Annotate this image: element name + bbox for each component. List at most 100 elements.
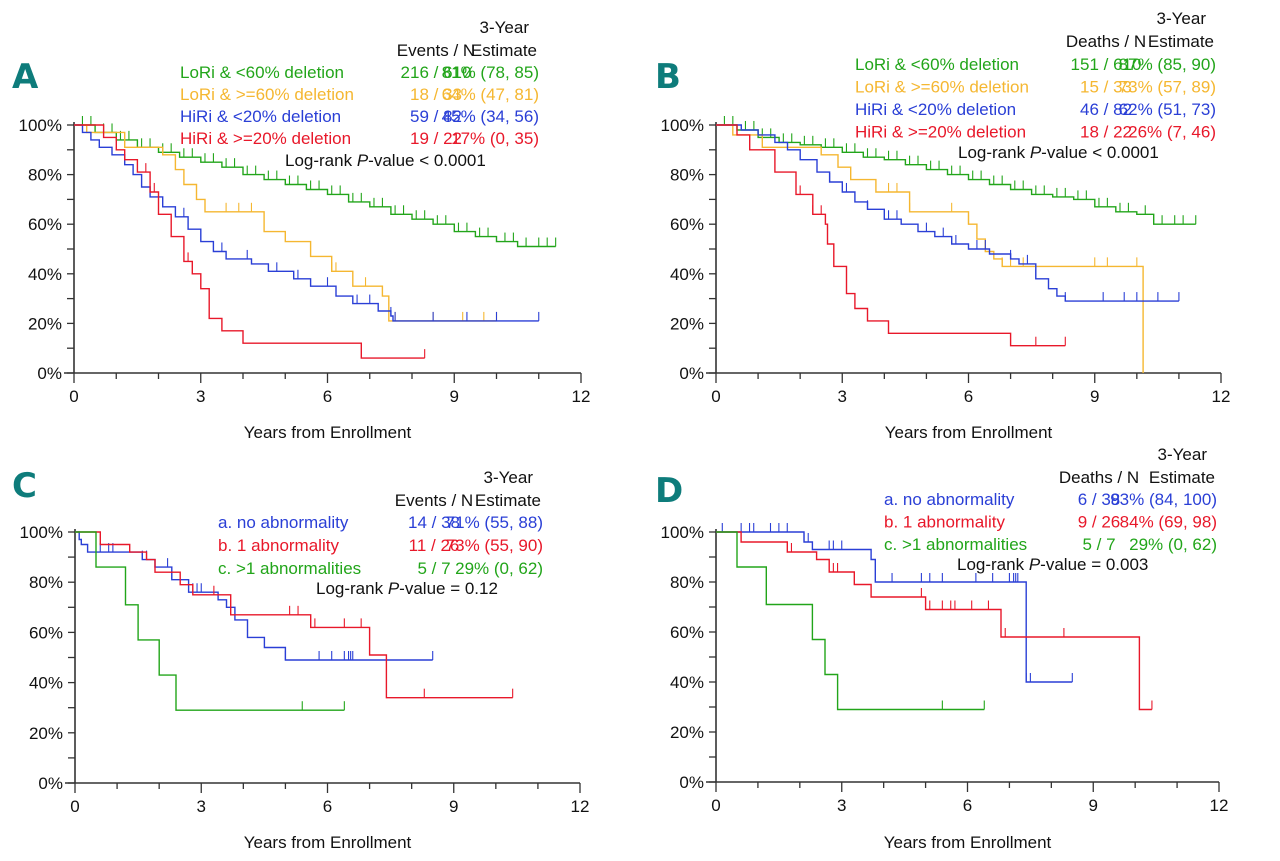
- legend-label: HiRi & <20% deletion: [180, 107, 341, 126]
- x-tick-label: 3: [838, 387, 847, 406]
- y-tick-label: 20%: [670, 314, 704, 333]
- legend-label: c. >1 abnormalities: [884, 535, 1027, 554]
- legend-count: 5 / 7: [417, 559, 450, 578]
- legend-count: 216 / 610: [401, 63, 472, 82]
- legend-estimate: 45% (34, 56): [442, 107, 539, 126]
- y-tick-label: 80%: [28, 166, 62, 185]
- legend-count: 14 / 38: [408, 513, 460, 532]
- panel-d: D 0% 20% 40% 60% 80% 100% 0 3 6 9 12 Years from Enro…: [655, 445, 1228, 852]
- legend-estimate: 84% (69, 98): [1120, 513, 1217, 532]
- legend-label: b. 1 abnormality: [218, 536, 339, 555]
- y-tick-label: 100%: [19, 116, 62, 135]
- legend-count: 46 / 82: [1080, 100, 1132, 119]
- x-tick-label: 9: [450, 387, 459, 406]
- panel-letter: C: [12, 466, 37, 506]
- legend-count: 5 / 7: [1082, 535, 1115, 554]
- x-tick-label: 3: [837, 796, 846, 815]
- x-tick-label: 12: [1210, 796, 1229, 815]
- y-tick-label: 60%: [670, 215, 704, 234]
- legend-estimate: 71% (55, 88): [446, 513, 543, 532]
- legend-count: 18 / 33: [410, 85, 462, 104]
- y-tick-label: 100%: [661, 116, 704, 135]
- x-axis-title: Years from Enrollment: [884, 833, 1052, 852]
- legend-estimate: 73% (55, 90): [446, 536, 543, 555]
- survival-curve-green: [716, 124, 1196, 225]
- estimate-header-line2: Estimate: [475, 491, 541, 510]
- survival-curve-red: [716, 531, 1152, 711]
- y-tick-label: 100%: [661, 523, 704, 542]
- legend-label: LoRi & >=60% deletion: [180, 85, 354, 104]
- y-tick-label: 80%: [670, 166, 704, 185]
- y-tick-label: 100%: [20, 523, 63, 542]
- y-tick-label: 20%: [29, 724, 63, 743]
- logrank-pvalue: Log-rank P-value = 0.003: [957, 555, 1148, 574]
- panel-letter: D: [655, 471, 683, 511]
- legend-estimate: 29% (0, 62): [455, 559, 543, 578]
- x-tick-label: 6: [323, 387, 332, 406]
- estimate-header-line2: Estimate: [471, 41, 537, 60]
- x-tick-label: 6: [323, 797, 332, 816]
- x-tick-label: 12: [572, 387, 591, 406]
- estimate-header-line1: 3-Year: [480, 18, 530, 37]
- survival-curve-blue: [74, 124, 539, 322]
- survival-curve-red: [75, 531, 513, 699]
- survival-curve-orange: [74, 124, 497, 322]
- logrank-pvalue: Log-rank P-value < 0.0001: [285, 151, 486, 170]
- y-tick-label: 20%: [28, 314, 62, 333]
- panel-letter: B: [655, 57, 681, 97]
- logrank-pvalue: Log-rank P-value < 0.0001: [958, 143, 1159, 162]
- estimate-header-line2: Estimate: [1148, 32, 1214, 51]
- legend-label: HiRi & <20% deletion: [855, 100, 1016, 119]
- x-tick-label: 12: [1212, 387, 1231, 406]
- count-header: Events / N: [395, 491, 473, 510]
- x-axis-title: Years from Enrollment: [244, 833, 412, 852]
- x-axis-title: Years from Enrollment: [244, 423, 412, 442]
- legend-estimate: 17% (0, 35): [451, 129, 539, 148]
- survival-curve-blue: [716, 124, 1179, 302]
- y-tick-label: 40%: [28, 265, 62, 284]
- legend-estimate: 29% (0, 62): [1129, 535, 1217, 554]
- y-tick-label: 40%: [29, 674, 63, 693]
- legend-count: 18 / 22: [1080, 123, 1132, 142]
- y-tick-label: 40%: [670, 673, 704, 692]
- x-tick-label: 0: [711, 387, 720, 406]
- y-tick-label: 40%: [670, 265, 704, 284]
- y-tick-label: 60%: [670, 623, 704, 642]
- legend-count: 11 / 26: [409, 536, 460, 555]
- estimate-header-line1: 3-Year: [1158, 445, 1208, 464]
- count-header: Events / N: [397, 41, 475, 60]
- estimate-header-line2: Estimate: [1149, 468, 1215, 487]
- x-tick-label: 9: [1089, 796, 1098, 815]
- y-tick-label: 60%: [28, 215, 62, 234]
- legend-label: a. no abnormality: [218, 513, 349, 532]
- x-tick-label: 9: [1090, 387, 1099, 406]
- y-tick-label: 60%: [29, 623, 63, 642]
- legend-label: c. >1 abnormalities: [218, 559, 361, 578]
- count-header: Deaths / N: [1059, 468, 1139, 487]
- panel-b: B 0% 20% 40% 60% 80% 100% 0 3 6 9 12 Years from Enro…: [655, 9, 1230, 442]
- x-tick-label: 9: [449, 797, 458, 816]
- y-tick-label: 80%: [29, 573, 63, 592]
- panel-letter: A: [12, 57, 39, 97]
- legend-label: LoRi & <60% deletion: [180, 63, 344, 82]
- x-tick-label: 12: [571, 797, 590, 816]
- survival-curve-orange: [716, 124, 1144, 373]
- count-header: Deaths / N: [1066, 32, 1146, 51]
- y-tick-label: 0%: [679, 364, 704, 383]
- y-tick-label: 0%: [679, 773, 704, 792]
- x-tick-label: 6: [963, 796, 972, 815]
- survival-curve-red: [716, 124, 1066, 347]
- survival-curve-green: [75, 531, 345, 711]
- legend-count: 151 / 610: [1071, 55, 1142, 74]
- legend-count: 59 / 82: [410, 107, 462, 126]
- legend-estimate: 73% (57, 89): [1119, 78, 1216, 97]
- logrank-pvalue: Log-rank P-value = 0.12: [316, 579, 498, 598]
- y-tick-label: 80%: [670, 573, 704, 592]
- x-tick-label: 3: [197, 797, 206, 816]
- legend-count: 6 / 38: [1078, 490, 1121, 509]
- legend-label: LoRi & >=60% deletion: [855, 78, 1029, 97]
- x-tick-label: 0: [711, 796, 720, 815]
- legend-label: HiRi & >=20% deletion: [855, 123, 1026, 142]
- panel-a: A 0% 20% 40% 60% 80% 100% 0 3 6 9 12 Years from Enro…: [12, 18, 590, 442]
